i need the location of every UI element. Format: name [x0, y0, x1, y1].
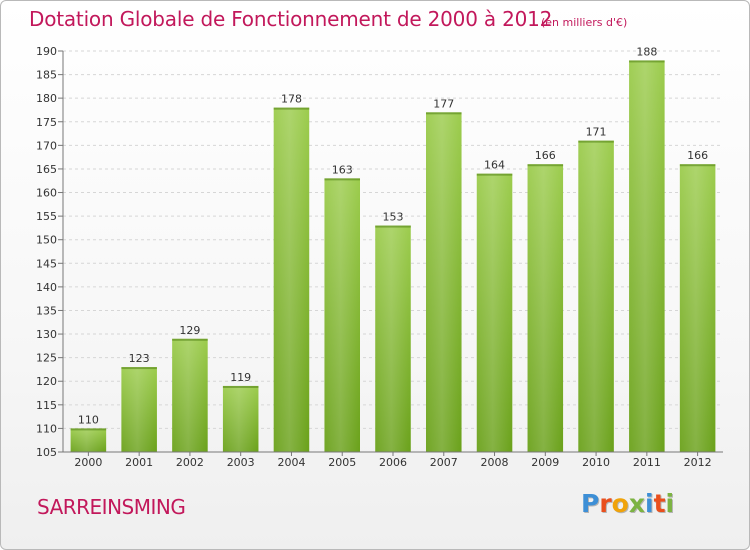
data-label: 153 [383, 211, 404, 224]
x-tick-label: 2003 [227, 456, 255, 469]
y-tick-label: 130 [36, 328, 57, 341]
data-label: 119 [230, 371, 251, 384]
bar-top-edge [426, 112, 462, 115]
x-tick-label: 2006 [379, 456, 407, 469]
x-tick-label: 2001 [125, 456, 153, 469]
bar-top-edge [70, 428, 107, 431]
y-tick-label: 125 [36, 352, 57, 365]
x-tick-label: 2002 [176, 456, 204, 469]
logo-letter: x [628, 489, 645, 518]
bar-top-edge [222, 385, 259, 388]
bar-top-edge [375, 225, 411, 228]
chart-subtitle: (en milliers d'€) [541, 16, 628, 29]
y-tick-label: 185 [36, 69, 57, 82]
data-label: 166 [687, 149, 708, 162]
y-tick-label: 150 [36, 234, 57, 247]
x-tick-label: 2012 [684, 456, 712, 469]
bar-top-edge [273, 107, 310, 110]
bar-shine [679, 164, 716, 453]
bar-top-edge [121, 367, 157, 370]
y-tick-label: 135 [36, 304, 57, 317]
bar-shine [70, 428, 107, 452]
y-tick-label: 115 [36, 399, 57, 412]
y-tick-label: 190 [36, 45, 57, 58]
y-tick-label: 180 [36, 92, 57, 105]
bar-top-edge [172, 338, 208, 341]
bar-shine [426, 112, 462, 453]
y-tick-label: 155 [36, 210, 57, 223]
bar-shine [375, 225, 411, 452]
bar-shine [121, 367, 157, 452]
y-tick-label: 140 [36, 281, 57, 294]
logo-letter: o [611, 489, 629, 518]
logo-letter: r [599, 489, 612, 518]
bar-top-edge [629, 60, 665, 63]
y-tick-label: 120 [36, 375, 57, 388]
data-label: 177 [433, 97, 454, 110]
logo-letter: t [653, 489, 666, 518]
x-tick-label: 2009 [531, 456, 559, 469]
bar-top-edge [476, 173, 513, 176]
x-tick-label: 2000 [74, 456, 102, 469]
proxiti-logo[interactable]: Proxiti [581, 489, 674, 518]
data-label: 171 [586, 126, 607, 139]
data-label: 129 [179, 324, 200, 337]
x-tick-label: 2011 [633, 456, 661, 469]
x-tick-label: 2008 [481, 456, 509, 469]
bar-top-edge [679, 164, 716, 167]
data-label: 163 [332, 163, 353, 176]
bar-shine [273, 107, 310, 453]
bar-top-edge [324, 178, 360, 181]
data-label: 178 [281, 93, 302, 106]
logo-letter: i [665, 489, 675, 518]
bar-shine [172, 338, 208, 452]
x-tick-label: 2007 [430, 456, 458, 469]
data-label: 166 [535, 149, 556, 162]
y-tick-label: 170 [36, 139, 57, 152]
y-tick-label: 165 [36, 163, 57, 176]
x-tick-label: 2004 [277, 456, 305, 469]
data-label: 123 [129, 352, 150, 365]
chart-title: Dotation Globale de Fonctionnement de 20… [29, 7, 553, 31]
bar-layer: 110 123 129 119 178 163 153 177 164 166 171 188 166 [70, 45, 716, 453]
bar-shine [527, 164, 564, 453]
commune-name: SARREINSMING [37, 495, 186, 519]
x-tick-label: 2005 [328, 456, 356, 469]
logo-letter: i [645, 489, 654, 518]
data-label: 164 [484, 159, 505, 172]
logo-letter: P [581, 489, 600, 518]
y-tick-label: 105 [36, 446, 57, 459]
bar-top-edge [578, 140, 614, 143]
axis-layer: 105 110 115 120 125 130 135 140 145 150 155 160 165 1… [36, 45, 723, 469]
y-tick-label: 175 [36, 116, 57, 129]
y-tick-label: 160 [36, 187, 57, 200]
bar-shine [629, 60, 665, 452]
y-tick-label: 110 [36, 422, 57, 435]
y-tick-label: 145 [36, 257, 57, 270]
bar-top-edge [527, 164, 564, 167]
data-label: 188 [636, 45, 657, 58]
bar-shine [578, 140, 614, 452]
x-tick-label: 2010 [582, 456, 610, 469]
bar-shine [476, 173, 513, 453]
bar-shine [324, 178, 360, 452]
data-label: 110 [78, 413, 99, 426]
bar-shine [222, 385, 259, 452]
